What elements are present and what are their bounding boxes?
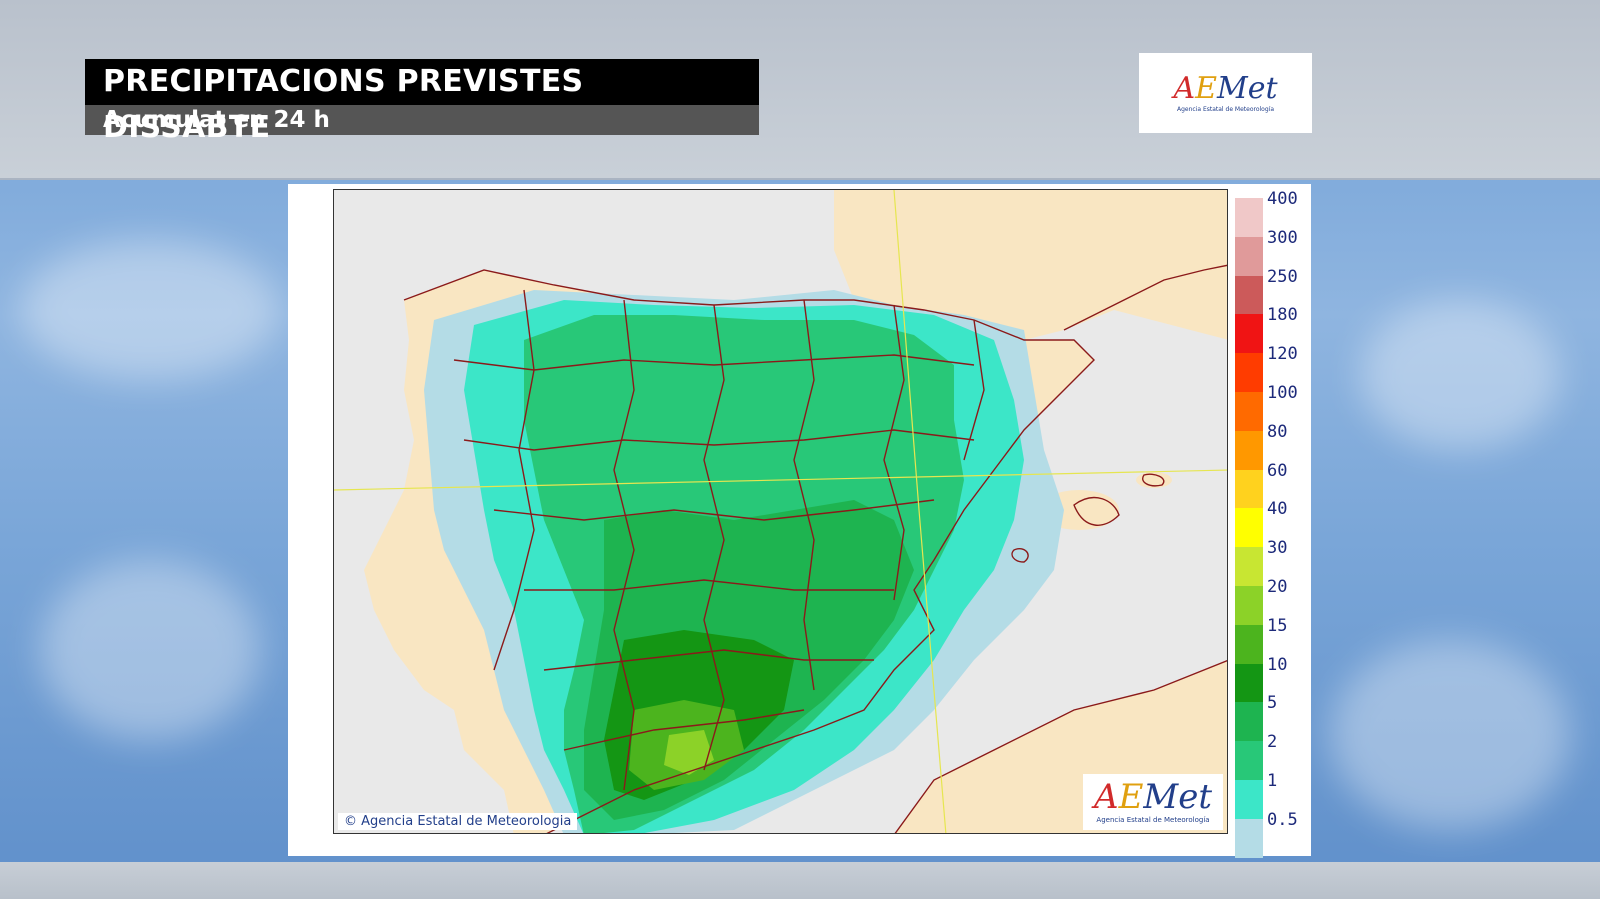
- logo-tagline: Agencia Estatal de Meteorología: [1177, 105, 1274, 113]
- legend-swatch: [1235, 353, 1263, 392]
- legend-swatch: [1235, 430, 1263, 470]
- legend-label: 0.5: [1267, 809, 1298, 830]
- legend-swatch: [1235, 198, 1263, 237]
- title-box: PRECIPITACIONS PREVISTES DISSABTE Acumul…: [85, 59, 759, 145]
- legend-swatch: [1235, 236, 1263, 276]
- map-graphic: [334, 190, 1227, 833]
- legend-swatch: [1235, 741, 1263, 780]
- legend-label: 60: [1267, 460, 1288, 481]
- legend-swatch: [1235, 702, 1263, 742]
- logo-tagline: Agencia Estatal de Meteorología: [1096, 816, 1210, 824]
- page-title: PRECIPITACIONS PREVISTES DISSABTE: [85, 59, 759, 145]
- legend-swatch: [1235, 392, 1263, 431]
- legend-label: 2: [1267, 732, 1278, 753]
- legend-label: 20: [1267, 577, 1288, 597]
- logo-wordmark: AEMet: [1094, 777, 1212, 817]
- aemet-map-logo: AEMet Agencia Estatal de Meteorología: [1083, 774, 1223, 830]
- precipitation-map: © Agencia Estatal de Meteorologia AEMet …: [333, 189, 1228, 834]
- map-panel: © Agencia Estatal de Meteorologia AEMet …: [288, 184, 1311, 858]
- legend-label: 180: [1267, 305, 1298, 326]
- legend-swatch: [1235, 663, 1263, 703]
- legend-swatch: [1235, 780, 1263, 819]
- page-subtitle: Acumulat en 24 h: [85, 105, 759, 135]
- legend-label: 100: [1267, 383, 1298, 403]
- legend-label: 15: [1267, 615, 1288, 636]
- cloud-shape: [1360, 300, 1560, 450]
- legend-label: 400: [1267, 189, 1298, 209]
- legend-label: 5: [1267, 693, 1278, 714]
- copyright-text: © Agencia Estatal de Meteorologia: [338, 813, 578, 830]
- legend-swatch: [1235, 624, 1263, 664]
- france-land: [834, 190, 1227, 340]
- legend-label: 120: [1267, 344, 1298, 365]
- legend-swatch: [1235, 469, 1263, 509]
- legend-label: 300: [1267, 227, 1298, 248]
- precip-zone-20: [664, 730, 714, 775]
- logo-wordmark: AEMet: [1173, 70, 1278, 106]
- legend-label: 250: [1267, 266, 1298, 287]
- legend-label: 80: [1267, 421, 1288, 442]
- legend-swatch: [1235, 818, 1263, 858]
- legend-label: 40: [1267, 499, 1288, 520]
- legend-label: 10: [1267, 654, 1288, 675]
- legend-swatch: [1235, 508, 1263, 548]
- legend-swatch: [1235, 586, 1263, 625]
- cloud-shape: [40, 560, 260, 740]
- legend-swatch: [1235, 314, 1263, 354]
- aemet-logo: AEMet Agencia Estatal de Meteorología: [1139, 53, 1312, 133]
- legend-swatch: [1235, 275, 1263, 315]
- footer-band: [0, 862, 1600, 899]
- legend-label: 30: [1267, 538, 1288, 559]
- province-borders: [403, 264, 1227, 833]
- cloud-shape: [1330, 640, 1570, 830]
- cloud-shape: [20, 240, 280, 380]
- graticule-lines: [334, 190, 1227, 833]
- legend-label: 1: [1267, 771, 1278, 791]
- legend-swatch: [1235, 547, 1263, 586]
- precipitation-legend: 400 300 250 180 120 100 80 60 40 30 20 15 10 5 2 1 0.5: [1235, 189, 1305, 858]
